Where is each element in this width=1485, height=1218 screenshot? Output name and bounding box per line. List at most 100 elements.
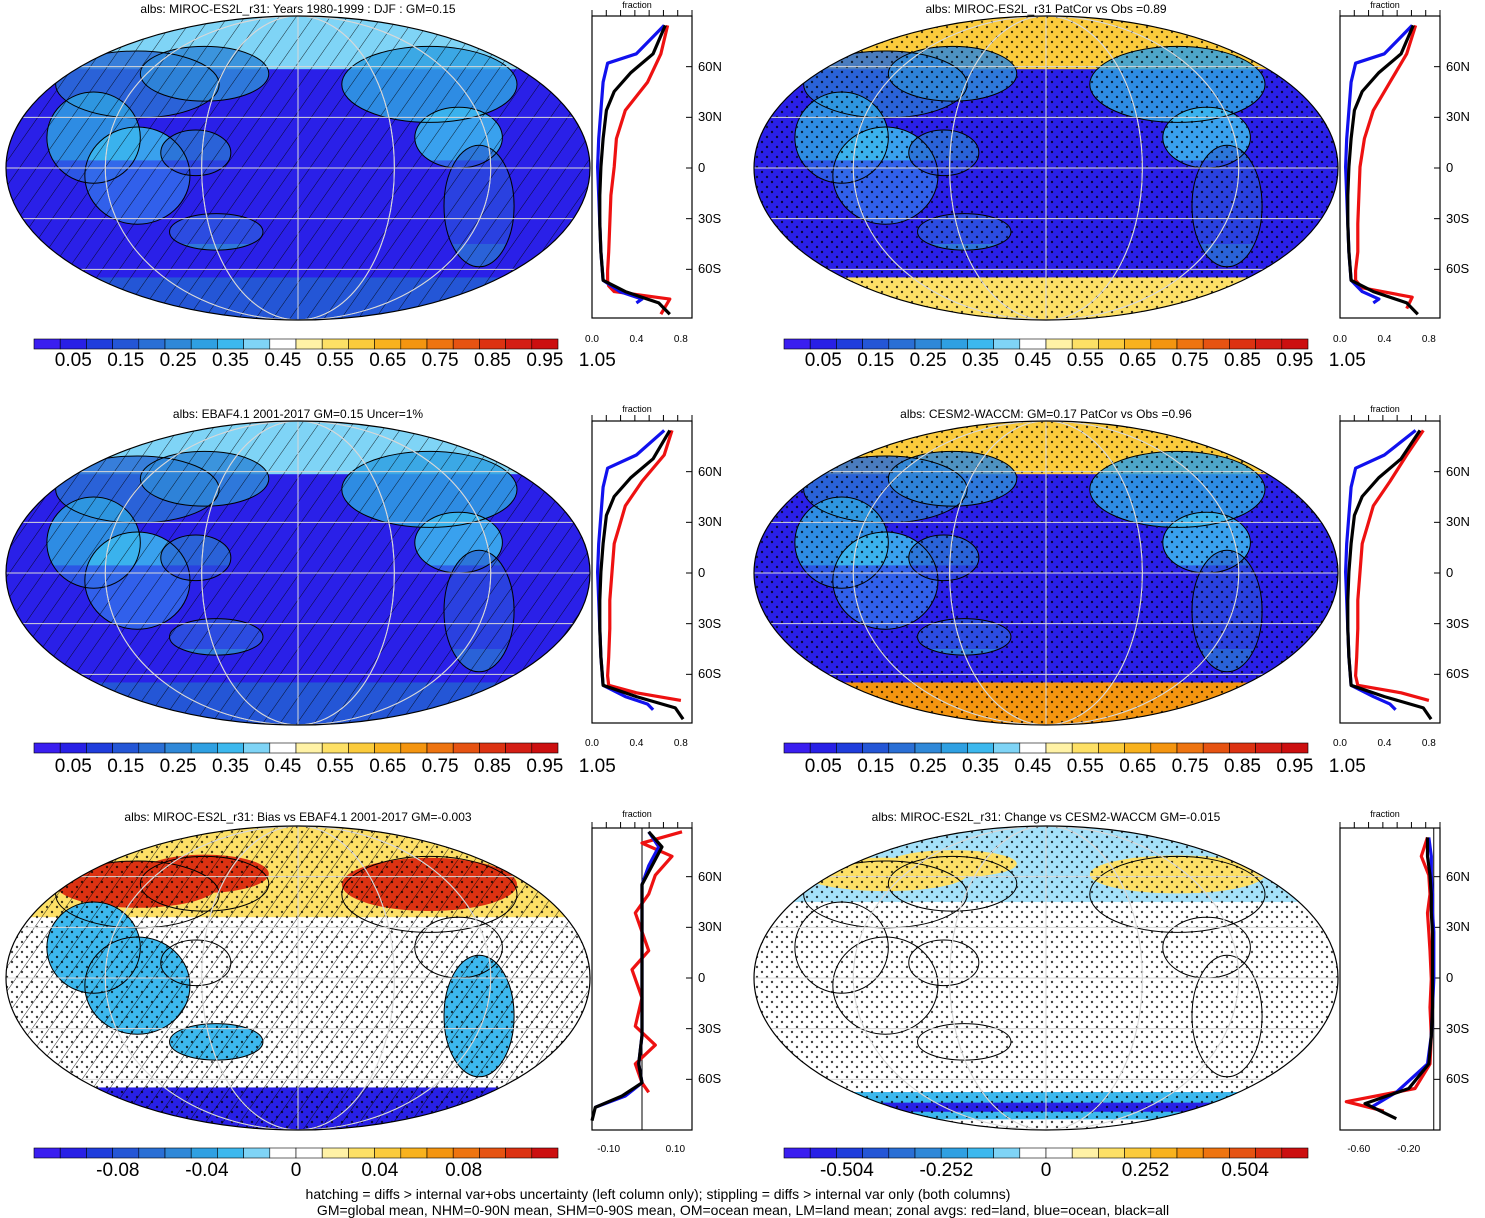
x-tick-label: 0.0 xyxy=(1333,738,1347,749)
colorbar-label: 0.85 xyxy=(1224,350,1261,371)
latitude-label: 30S xyxy=(698,1020,722,1036)
colorbar-swatch xyxy=(1229,742,1256,754)
colorbar-swatch xyxy=(269,338,297,350)
latitude-label: 30S xyxy=(698,615,722,631)
zonal-series-ocean xyxy=(595,429,666,711)
x-tick-label: 0.8 xyxy=(673,334,688,345)
colorbar-swatch xyxy=(348,338,375,350)
x-tick-label: 0.0 xyxy=(585,334,599,345)
colorbar-swatch xyxy=(243,338,271,350)
colorbar-swatch xyxy=(531,742,559,754)
x-tick-label: 0.8 xyxy=(673,738,688,749)
colorbar-swatch xyxy=(321,742,349,754)
axis-label-fraction: fraction xyxy=(622,809,652,819)
colorbar-label: 0.15 xyxy=(857,350,895,371)
colorbar-label: -0.504 xyxy=(819,1160,874,1181)
latitude-label: 30S xyxy=(1446,615,1470,631)
latitude-label: 0 xyxy=(1446,160,1454,175)
colorbar-swatch xyxy=(967,338,994,350)
colorbar-swatch xyxy=(452,1147,480,1159)
x-tick-label: 0.8 xyxy=(1421,334,1436,345)
colorbar-label: 0.35 xyxy=(212,756,249,777)
colorbar-swatch xyxy=(164,742,192,754)
colorbar-swatch xyxy=(217,1147,244,1159)
colorbar-swatch xyxy=(374,742,402,754)
panel-title: albs: CESM2-WACCM: GM=0.17 PatCor vs Obs… xyxy=(900,407,1192,421)
colorbar-swatch xyxy=(1150,742,1178,754)
x-tick-label: 0.4 xyxy=(629,738,644,749)
zonal-series-ocean xyxy=(595,24,666,305)
colorbar-swatch xyxy=(809,742,837,754)
colorbar-swatch xyxy=(243,1147,271,1159)
colorbar-swatch xyxy=(479,338,506,350)
latitude-label: 30S xyxy=(1446,210,1470,226)
colorbar-swatch xyxy=(138,338,166,350)
colorbar-swatch xyxy=(269,742,297,754)
x-tick-label: 0.4 xyxy=(1377,738,1392,749)
colorbar-swatch xyxy=(400,742,428,754)
colorbar-label: 0.35 xyxy=(962,350,999,371)
footer-note-hatching: hatching = diffs > internal var+obs unce… xyxy=(305,1186,1011,1202)
panel-title: albs: MIROC-ES2L_r31: Bias vs EBAF4.1 20… xyxy=(124,810,472,824)
colorbar-swatch xyxy=(1150,1147,1178,1159)
colorbar-swatch xyxy=(452,742,480,754)
colorbar-swatch xyxy=(112,742,140,754)
colorbar-label: 0.65 xyxy=(369,756,407,777)
colorbar-swatch xyxy=(505,742,533,754)
colorbar-label: 0.65 xyxy=(1119,350,1157,371)
colorbar-swatch xyxy=(783,338,811,350)
colorbar-swatch xyxy=(1176,742,1204,754)
colorbar-label: 0.25 xyxy=(909,756,947,777)
colorbar-swatch xyxy=(1202,338,1230,350)
colorbar-swatch xyxy=(1071,338,1099,350)
latitude-label: 30N xyxy=(698,109,722,125)
latitude-label: 30S xyxy=(1446,1020,1470,1036)
colorbar-label: 0.95 xyxy=(1276,350,1314,371)
colorbar-label: 0.45 xyxy=(1014,756,1052,777)
colorbar-swatch xyxy=(1229,338,1256,350)
footer-note-legend: GM=global mean, NHM=0-90N mean, SHM=0-90… xyxy=(316,1202,1170,1218)
axis-label-fraction: fraction xyxy=(1370,0,1400,10)
colorbar-swatch xyxy=(888,338,916,350)
colorbar-label: 0.85 xyxy=(1224,756,1261,777)
colorbar-swatch xyxy=(1124,1147,1152,1159)
axis-label-fraction: fraction xyxy=(622,404,652,414)
colorbar-swatch xyxy=(112,1147,140,1159)
colorbar-label: 0.55 xyxy=(1066,756,1104,777)
colorbar-swatch xyxy=(888,742,916,754)
latitude-label: 60N xyxy=(1446,868,1470,884)
colorbar-swatch xyxy=(86,338,113,350)
zonal-series-all xyxy=(598,429,685,721)
colorbar-swatch xyxy=(862,338,890,350)
colorbar-swatch xyxy=(862,1147,890,1159)
colorbar-swatch xyxy=(1255,1147,1283,1159)
colorbar-swatch xyxy=(940,742,968,754)
latitude-label: 60S xyxy=(1446,666,1470,682)
latitude-label: 30N xyxy=(698,514,722,530)
colorbar-swatch xyxy=(531,338,559,350)
colorbar-label: 0.75 xyxy=(421,756,459,777)
latitude-label: 60N xyxy=(1446,463,1470,479)
colorbar-swatch xyxy=(190,338,218,350)
colorbar-label: 0.55 xyxy=(316,350,354,371)
colorbar-label: 0.65 xyxy=(369,350,407,371)
x-tick-label: 0.8 xyxy=(1421,738,1436,749)
zonal-series-all xyxy=(1346,24,1419,316)
colorbar-swatch xyxy=(1045,742,1073,754)
colorbar-swatch xyxy=(348,1147,375,1159)
colorbar-label: 1.05 xyxy=(1328,350,1366,371)
colorbar-swatch xyxy=(217,338,244,350)
colorbar-label: 0.04 xyxy=(361,1160,399,1181)
colorbar-swatch xyxy=(993,338,1021,350)
colorbar-label: 0.05 xyxy=(804,756,842,777)
zonal-series-land xyxy=(630,830,683,1094)
colorbar-swatch xyxy=(374,338,402,350)
colorbar-swatch xyxy=(295,742,323,754)
colorbar-swatch xyxy=(295,338,323,350)
colorbar-swatch xyxy=(1124,742,1152,754)
colorbar-label: 0.25 xyxy=(159,350,197,371)
colorbar-swatch xyxy=(993,742,1021,754)
panel-title: albs: MIROC-ES2L_r31: Years 1980-1999 : … xyxy=(140,2,456,16)
colorbar-swatch xyxy=(400,1147,428,1159)
